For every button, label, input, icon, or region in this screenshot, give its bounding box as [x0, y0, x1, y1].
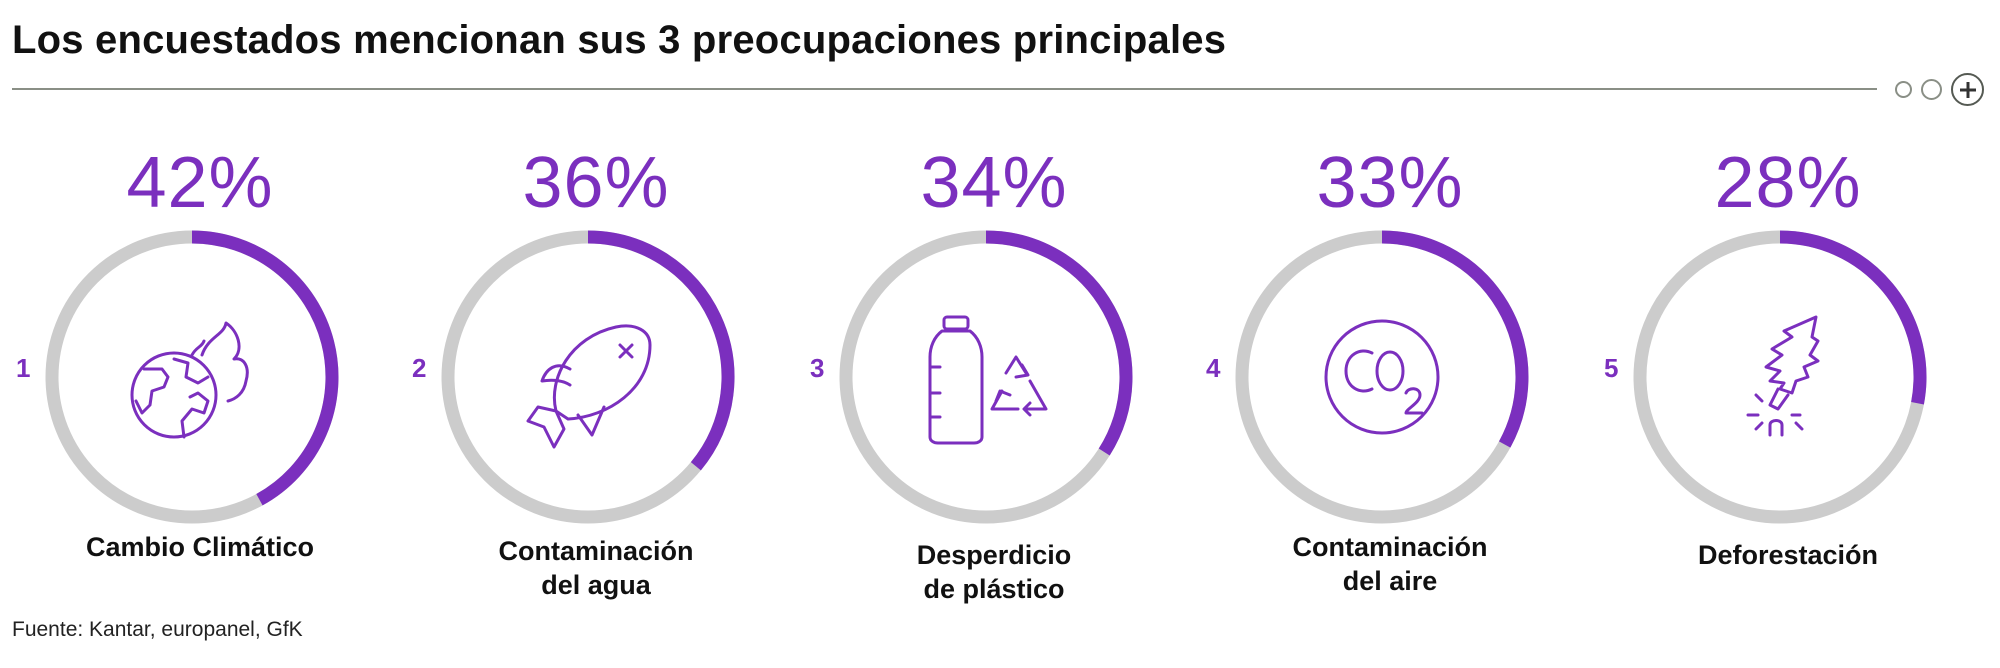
concern-label: Cambio Climático — [85, 532, 315, 562]
percent-value: 34% — [920, 143, 1068, 223]
rank-number: 1 — [16, 353, 31, 383]
progress-ring — [839, 230, 1133, 524]
rank-number: 2 — [412, 353, 427, 383]
rank-number: 5 — [1604, 353, 1619, 383]
progress-ring — [1235, 230, 1529, 524]
progress-ring — [441, 230, 735, 524]
concern-item: 42% 1 Cambio Climático — [0, 140, 400, 620]
percent-value: 36% — [522, 143, 670, 223]
source-note: Fuente: Kantar, europanel, GfK — [12, 618, 303, 641]
rank-number: 4 — [1206, 353, 1221, 383]
page-dot-icon[interactable] — [1921, 79, 1942, 100]
concern-item: 28% 5 Deforestación — [1588, 140, 1988, 620]
concern-label: Contaminación del agua — [498, 536, 694, 600]
concern-label: Deforestación — [1697, 540, 1879, 570]
percent-value: 42% — [126, 143, 274, 223]
plastic-bottle-recycle-icon — [928, 315, 1048, 445]
progress-ring — [45, 230, 339, 524]
title-divider — [12, 88, 1877, 90]
ring-value-arc — [1779, 230, 1927, 405]
percent-value: 28% — [1714, 143, 1862, 223]
carousel-nav — [1895, 73, 1995, 107]
percent-value: 33% — [1316, 143, 1464, 223]
ring-value-arc — [985, 230, 1133, 456]
ring-value-arc — [587, 230, 735, 471]
plus-circle-icon[interactable] — [1951, 73, 1984, 106]
ring-value-arc — [191, 230, 339, 506]
burning-globe-icon — [130, 321, 249, 439]
concern-label: Contaminación del aire — [1292, 532, 1488, 596]
rank-number: 3 — [810, 353, 825, 383]
concern-item: 34% 3 Desperdicio de plástico — [794, 140, 1194, 620]
page-title: Los encuestados mencionan sus 3 preocupa… — [12, 18, 1227, 62]
cut-tree-icon — [1746, 315, 1820, 437]
ring-value-arc — [1381, 230, 1529, 448]
concern-item: 36% 2 Contaminación del agua — [396, 140, 796, 620]
page-dot-icon[interactable] — [1895, 81, 1912, 98]
dead-fish-icon — [526, 324, 652, 449]
concern-item: 33% 4 Contaminación del aire — [1190, 140, 1590, 620]
co2-icon — [1324, 319, 1440, 435]
progress-ring — [1633, 230, 1927, 524]
concern-label: Desperdicio de plástico — [916, 540, 1072, 604]
